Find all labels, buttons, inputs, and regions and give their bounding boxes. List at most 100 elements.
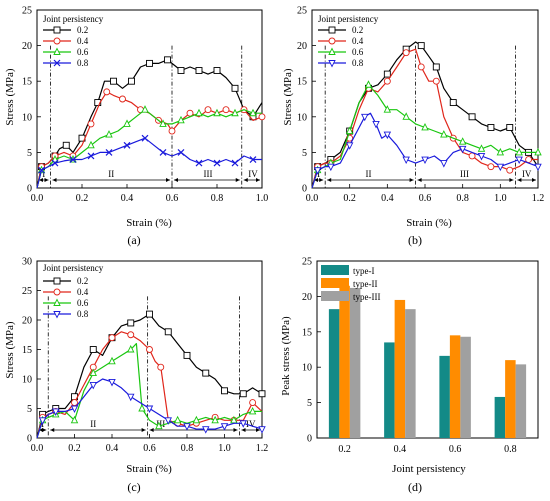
panel-b-xtick-label: 0.8 (456, 193, 469, 204)
panel-b-legend-marker (328, 37, 336, 45)
panel-c-series-0.4-point (127, 331, 135, 339)
panel-b-legend-entry: 0.2 (352, 25, 363, 35)
panel-a-arrowhead (44, 178, 49, 182)
panel-a-legend-marker (53, 26, 61, 34)
panel-c-legend-title: Joint persistency (43, 263, 104, 273)
panel-b-arrowhead (327, 178, 332, 182)
panel-a-xtick-label: 0.6 (166, 193, 179, 204)
panel-a-series-0.2-point (146, 59, 153, 67)
panel-b-series-0.4-point (487, 163, 495, 171)
panel-d-bar-type-III-0.6 (460, 336, 471, 438)
panel-d-legend-swatch (321, 291, 349, 301)
panel-c-series-0.6-point (127, 344, 135, 353)
panel-a-region-label: III (204, 169, 213, 179)
panel-a-series-0.8-point (38, 166, 45, 174)
panel-c-series-0.8-point (70, 405, 79, 414)
panel-a-series-0.6-point (195, 108, 203, 117)
panel-c-series-0.6-point (192, 415, 201, 424)
panel-a-series-0.2-point (94, 99, 102, 107)
panel-a-series-0.2-line (36, 59, 263, 189)
panel-a-series-0.4-point (87, 120, 95, 128)
panel-c-series-0.2-point (183, 351, 191, 359)
panel-c-series-0.8-point (89, 381, 97, 390)
panel-b-series-0.8-point (327, 163, 335, 172)
panel-b-series-0.2-point (468, 113, 476, 121)
panel-c-series-0.2-point (202, 369, 210, 377)
panel-a-series-0.2-point (231, 84, 239, 92)
panel-c-ytick-label: 10 (22, 375, 32, 386)
panel-b-arrowhead (319, 178, 324, 182)
panel-c-ytick-label: 15 (22, 345, 32, 356)
panel-a-legend-title: Joint persistency (43, 14, 104, 24)
panel-b-series-0.8-point (421, 156, 429, 165)
panel-a-series-0.8-point (87, 152, 95, 160)
panel-a-series-0.6-point (141, 105, 149, 113)
panel-b-series-0.2-line (311, 41, 539, 189)
panel-d-legend-swatch (321, 278, 349, 288)
panel-a-xtick-label: 0.8 (211, 193, 224, 204)
panel-c-series-0.8-point (127, 393, 135, 402)
panel-d: 0 5 10 15 20 25 0.2 0.4 0.6 0.8 type-I type-II type-… (280, 257, 539, 494)
panel-d-bar-type-III-0.2 (349, 287, 361, 438)
panel-d-bar-type-I-0.6 (439, 355, 450, 438)
panel-b-legend-marker (328, 60, 336, 68)
panel-a-legend-entry: 0.2 (77, 25, 88, 35)
panel-b-xlabel: Strain (%) (406, 217, 452, 229)
panel-b-series-0.4-point (383, 77, 391, 85)
panel-c-series-0.8-point (52, 408, 60, 416)
panel-b-region-label: III (460, 169, 469, 179)
panel-a-region-label: II (108, 169, 114, 179)
panel-c-arrowhead (39, 428, 43, 432)
panel-b-ytick-label: 5 (302, 148, 307, 159)
panel-a-series-0.8-point (195, 159, 203, 167)
panel-d-ytick-label: 0 (307, 434, 312, 445)
panel-a-series-0.2-point (110, 77, 117, 85)
panel-b-arrowhead (409, 178, 414, 182)
panel-c-legend-entry: 0.2 (77, 276, 88, 286)
panel-a-arrowhead (235, 178, 240, 182)
panel-d-category-label: 0.8 (504, 444, 517, 455)
panel-a-label: (a) (127, 233, 140, 247)
panel-c-ytick-label: 5 (27, 404, 32, 415)
panel-c: 0.00.20.40.60.81.01.2051015202530IIIIIII… (4, 257, 268, 495)
panel-c-series-0.2-point (127, 319, 135, 327)
panel-b-series-0.8-point (515, 156, 523, 165)
panel-c-region-label: III (156, 419, 165, 429)
panel-c-legend-entry: 0.4 (77, 287, 89, 297)
panel-a-ytick-label: 20 (22, 41, 32, 52)
panel-d-bar-type-III-0.4 (405, 309, 416, 438)
panel-a-series-0.6-point (249, 108, 257, 117)
panel-b-legend-entry: 0.4 (352, 36, 364, 46)
panel-a-arrowhead (174, 178, 178, 182)
panel-d-plot-area: 0 5 10 15 20 25 0.2 0.4 0.6 0.8 type-I type-II type-… (302, 257, 539, 455)
panel-b-series-0.6-point (440, 130, 448, 138)
panel-a-ytick-label: 25 (22, 6, 32, 17)
panel-c-series-0.4-point (108, 334, 116, 342)
panel-b-arrowhead (417, 178, 422, 182)
panel-b-series-0.8-point (496, 163, 505, 172)
panel-a-series-0.2-point (195, 67, 203, 74)
panel-c-ytick-label: 0 (27, 434, 32, 445)
panel-a-ytick-label: 10 (22, 112, 32, 123)
panel-c-arrowhead (256, 428, 260, 432)
panel-d-bar-type-I-0.2 (328, 309, 340, 438)
panel-a-ytick-label: 15 (22, 77, 32, 88)
panel-c-ylabel: Stress (MPa) (4, 321, 16, 378)
panel-a-series-0.4-point (168, 127, 176, 135)
panel-a-series-0.2-point (177, 67, 185, 74)
panel-c-region-label: IV (246, 419, 256, 429)
panel-a-ylabel: Stress (MPa) (4, 68, 16, 125)
panel-b-legend-entry: 0.6 (352, 47, 364, 57)
panel-c-ytick-label: 25 (22, 286, 32, 297)
panel-c-ytick-label: 30 (22, 257, 32, 268)
panel-a-series-0.8-point (69, 156, 77, 163)
panel-b-series-0.4-point (402, 49, 410, 57)
panel-a-xtick-label: 0.0 (31, 193, 44, 204)
panel-b-series-0.8-line (311, 112, 539, 189)
panel-b-label: (b) (408, 233, 422, 247)
panel-b-xtick-label: 1.2 (532, 193, 545, 204)
panel-a-xtick-label: 0.2 (76, 193, 89, 204)
panel-b-series-0.6-point (515, 147, 523, 156)
